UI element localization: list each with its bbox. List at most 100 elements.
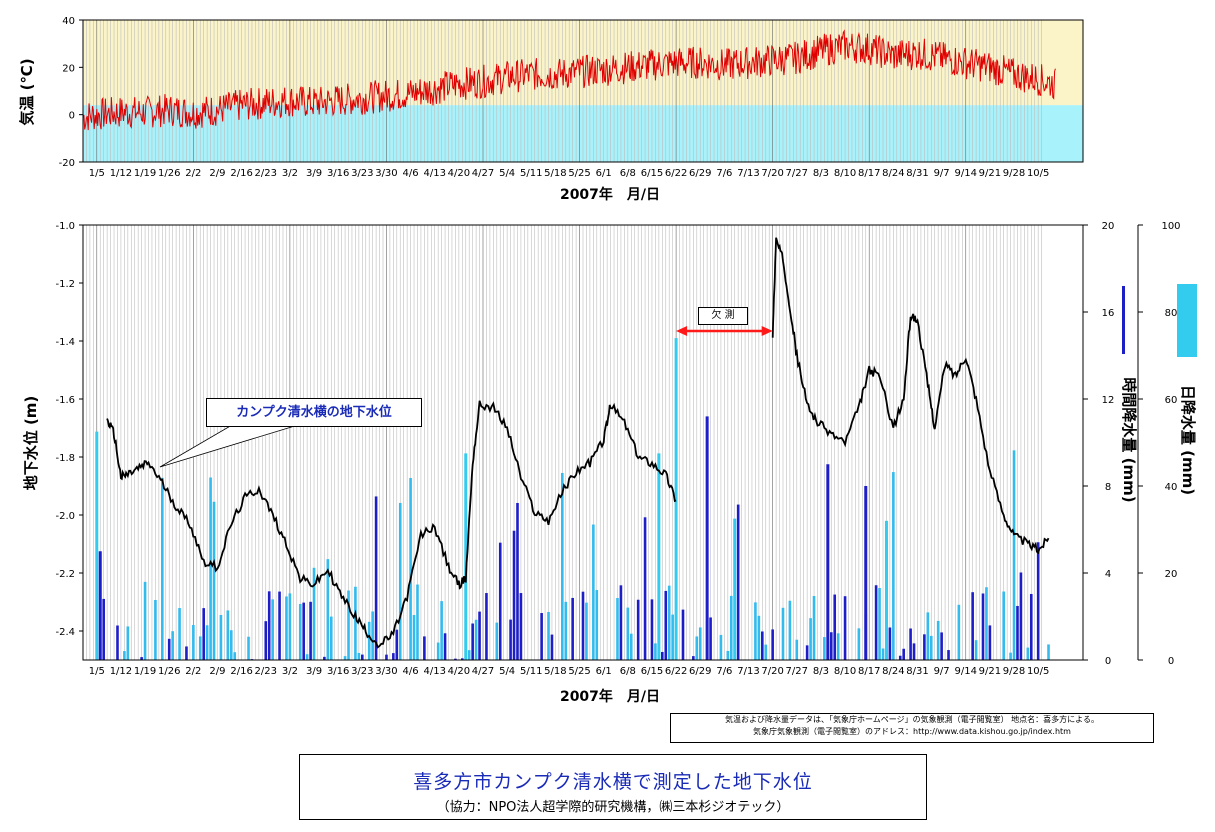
groundwater-xtick-label: 5/18 xyxy=(544,666,566,677)
temperature-xtick-label: 1/19 xyxy=(134,168,156,179)
precip-bar xyxy=(592,524,595,660)
groundwater-xtick-label: 2/9 xyxy=(209,666,225,677)
precip-bar xyxy=(671,614,674,660)
precip-bar xyxy=(812,595,816,660)
precip-bar xyxy=(985,587,988,660)
precip-bar xyxy=(202,608,205,660)
figure-title-box: 喜多方市カンプク清水横で測定した地下水位 （協力：NPO法人超学際的研究機構，㈱… xyxy=(299,754,927,820)
precip-bar xyxy=(143,581,147,660)
precip-bar xyxy=(305,654,309,660)
precip-bar xyxy=(736,504,740,660)
precip-bar xyxy=(309,601,312,660)
daily-precip-ytick-label: 0 xyxy=(1168,656,1174,667)
precip-bar xyxy=(302,602,305,660)
groundwater-x-axis-label: 2007年 月/日 xyxy=(560,688,660,705)
temperature-xtick-label: 8/24 xyxy=(882,168,904,179)
groundwater-xtick-label: 3/16 xyxy=(327,666,349,677)
precip-bar xyxy=(564,601,568,660)
precip-bar xyxy=(547,611,550,660)
precip-bar xyxy=(971,592,974,660)
precip-bar xyxy=(585,602,588,660)
precip-bar xyxy=(323,656,326,660)
precip-bar xyxy=(126,626,130,660)
precip-bar xyxy=(167,638,171,660)
precip-bar xyxy=(478,611,481,660)
precip-bar xyxy=(781,607,785,660)
precip-bar xyxy=(581,591,585,660)
groundwater-xtick-label: 2/23 xyxy=(255,666,277,677)
precip-bar xyxy=(298,603,302,660)
temperature-xtick-label: 4/27 xyxy=(472,168,494,179)
precip-bar xyxy=(423,636,426,660)
groundwater-xtick-label: 8/3 xyxy=(813,666,829,677)
precip-bar xyxy=(561,472,564,660)
precip-bar xyxy=(412,615,416,660)
temperature-ytick-label: 20 xyxy=(62,63,75,74)
precip-bar xyxy=(974,640,978,660)
temperature-xtick-label: 6/15 xyxy=(641,168,663,179)
temperature-xtick-label: 9/7 xyxy=(934,168,950,179)
precip-bar xyxy=(733,518,737,660)
precip-bar xyxy=(1009,652,1012,660)
groundwater-callout: カンプク清水横の地下水位 xyxy=(206,398,422,427)
precip-bar xyxy=(674,338,678,660)
temperature-xtick-label: 7/6 xyxy=(716,168,732,179)
groundwater-xtick-label: 9/14 xyxy=(955,666,977,677)
precip-bar xyxy=(709,617,712,660)
temperature-xtick-label: 6/1 xyxy=(596,168,612,179)
temperature-line xyxy=(82,29,1056,131)
groundwater-xtick-label: 6/8 xyxy=(620,666,636,677)
figure-title: 喜多方市カンプク清水横で測定した地下水位 xyxy=(413,771,813,793)
precip-bar xyxy=(829,632,833,660)
precip-bar xyxy=(833,594,837,660)
daily-precip-ytick-label: 100 xyxy=(1161,221,1180,232)
temperature-xtick-label: 3/16 xyxy=(327,168,349,179)
precip-bar xyxy=(957,604,961,660)
source-note-line2: 気象庁気象観測（電子閲覧室）のアドレス：http://www.data.kish… xyxy=(753,727,1071,736)
temperature-xtick-label: 7/20 xyxy=(761,168,783,179)
precip-bar xyxy=(571,597,574,660)
precip-bar xyxy=(650,599,654,660)
precip-bar xyxy=(664,590,668,660)
precip-bar xyxy=(219,615,223,660)
precip-bar xyxy=(267,591,271,660)
precip-bar xyxy=(981,593,985,660)
hourly-precip-y-axis-label: 時間降水量 (mm) xyxy=(1120,377,1138,502)
groundwater-xtick-label: 9/7 xyxy=(934,666,950,677)
precip-bar xyxy=(116,625,119,660)
daily-precip-legend-swatch xyxy=(1177,284,1197,357)
precip-bar xyxy=(102,598,105,660)
temperature-xtick-label: 7/27 xyxy=(786,168,808,179)
precip-bar xyxy=(1047,644,1050,660)
precip-bar xyxy=(726,650,730,660)
temperature-day-gridlines xyxy=(82,20,1042,162)
temperature-xtick-label: 5/25 xyxy=(568,168,590,179)
precip-bar xyxy=(185,646,188,660)
daily-precip-ytick-label: 80 xyxy=(1165,308,1178,319)
temperature-xtick-label: 9/14 xyxy=(955,168,977,179)
precip-bar xyxy=(805,645,809,660)
precip-bar xyxy=(864,486,868,660)
precip-bar xyxy=(788,600,792,660)
temperature-axes: 40 20 0 -20 1/5 1/12 1/19 1/26 2/2 2/9 2/16 2/23 3/2… xyxy=(59,16,1084,179)
temperature-xtick-label: 2/16 xyxy=(230,168,252,179)
precip-bar xyxy=(698,627,702,660)
groundwater-ytick-label: -2.2 xyxy=(55,569,75,580)
precip-bar xyxy=(540,613,543,660)
temperature-xtick-label: 1/5 xyxy=(89,168,105,179)
temperature-xtick-label: 1/26 xyxy=(158,168,180,179)
precip-bar xyxy=(636,599,640,660)
precip-bar xyxy=(247,636,250,660)
precip-bar xyxy=(936,620,940,660)
groundwater-xtick-label: 1/5 xyxy=(89,666,105,677)
precip-bar xyxy=(512,530,516,660)
precip-bar xyxy=(926,612,930,660)
groundwater-xtick-label: 4/27 xyxy=(472,666,494,677)
groundwater-xtick-label: 6/1 xyxy=(596,666,612,677)
precip-bar xyxy=(161,477,164,660)
precip-bar xyxy=(395,629,399,660)
precip-bar xyxy=(881,648,885,660)
precip-bar xyxy=(826,464,830,660)
groundwater-y-axis-label: 地下水位 (m) xyxy=(22,396,40,491)
precip-bar xyxy=(343,656,347,660)
